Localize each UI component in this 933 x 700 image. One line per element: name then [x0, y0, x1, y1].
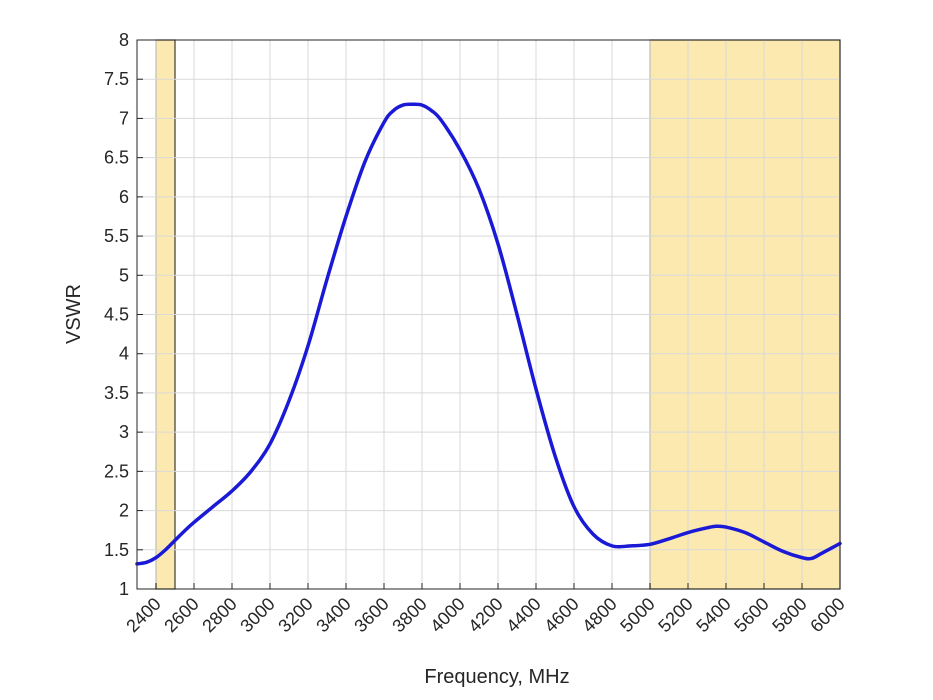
y-tick-label-12: 7	[119, 108, 129, 128]
x-tick-label-17: 5800	[768, 594, 810, 636]
y-tick-label-4: 3	[119, 422, 129, 442]
x-tick-label-7: 3800	[388, 594, 430, 636]
x-tick-label-8: 4000	[426, 594, 468, 636]
y-tick-label-9: 5.5	[104, 226, 129, 246]
y-tick-label-8: 5	[119, 265, 129, 285]
y-axis-ticks: 1 1.5 2 2.5 3 3.5 4 4.5 5 5.5 6 6.5 7 7.5 8	[104, 30, 143, 599]
x-tick-label-3: 3000	[236, 594, 278, 636]
y-tick-label-1: 1.5	[104, 540, 129, 560]
x-tick-label-2: 2800	[198, 594, 240, 636]
series-layer	[135, 102, 842, 566]
y-tick-label-13: 7.5	[104, 69, 129, 89]
x-tick-label-6: 3600	[350, 594, 392, 636]
x-tick-label-18: 6000	[806, 594, 848, 636]
y-tick-label-7: 4.5	[104, 305, 129, 325]
x-tick-label-12: 4800	[578, 594, 620, 636]
x-tick-label-10: 4400	[502, 594, 544, 636]
x-tick-label-11: 4600	[540, 594, 582, 636]
y-tick-label-10: 6	[119, 187, 129, 207]
x-tick-label-4: 3200	[274, 594, 316, 636]
y-tick-label-2: 2	[119, 501, 129, 521]
x-tick-label-5: 3400	[312, 594, 354, 636]
series-line-0	[135, 102, 842, 566]
x-tick-label-16: 5600	[730, 594, 772, 636]
x-axis-label: Frequency, MHz	[424, 666, 569, 688]
x-tick-label-13: 5000	[616, 594, 658, 636]
y-tick-label-5: 3.5	[104, 383, 129, 403]
y-tick-label-0: 1	[119, 579, 129, 599]
y-tick-label-11: 6.5	[104, 148, 129, 168]
grid-lines	[137, 39, 841, 590]
y-tick-label-3: 2.5	[104, 461, 129, 481]
x-tick-label-14: 5200	[654, 594, 696, 636]
x-tick-label-9: 4200	[464, 594, 506, 636]
x-tick-label-0: 2400	[122, 594, 164, 636]
x-axis-ticks: 2400260028003000320034003600380040004200…	[122, 583, 849, 636]
x-tick-label-15: 5400	[692, 594, 734, 636]
y-tick-label-6: 4	[119, 344, 129, 364]
y-axis-label: VSWR	[63, 284, 85, 344]
y-tick-label-14: 8	[119, 30, 129, 50]
x-tick-label-1: 2600	[160, 594, 202, 636]
